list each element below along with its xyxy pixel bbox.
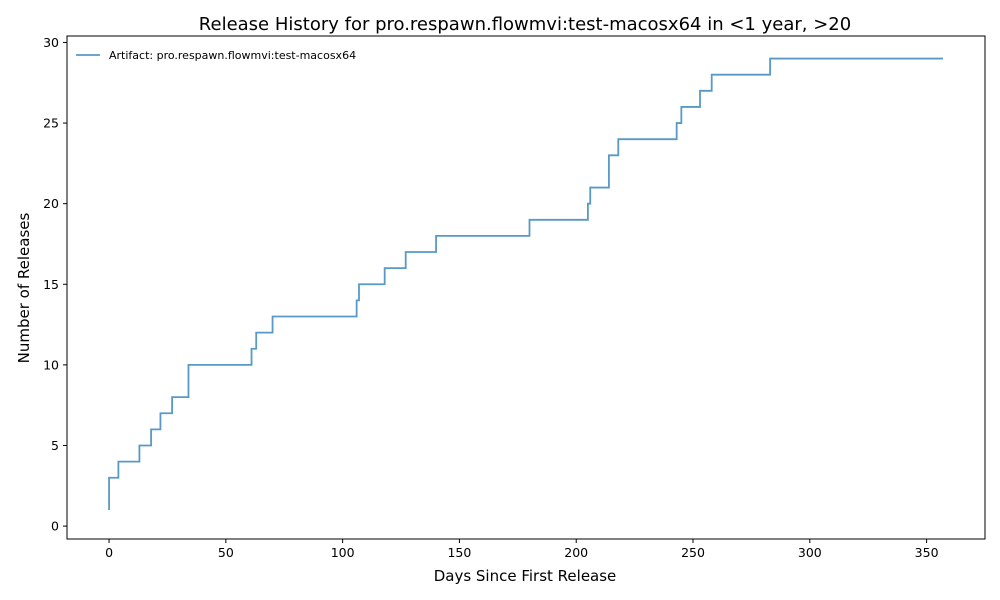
x-tick-label: 150 — [447, 545, 471, 560]
x-tick-label: 300 — [798, 545, 822, 560]
y-axis-label: Number of Releases — [15, 212, 33, 363]
x-tick-label: 200 — [564, 545, 588, 560]
plot-area: 0 50 100 150 200 250 300 350 0 5 10 15 20 25 30 — [43, 35, 986, 560]
y-tick-label: 20 — [43, 196, 59, 211]
legend: Artifact: pro.respawn.flowmvi:test-macos… — [76, 49, 356, 62]
chart-title: Release History for pro.respawn.flowmvi:… — [199, 14, 851, 35]
x-axis-ticks: 0 50 100 150 200 250 300 350 — [105, 539, 939, 560]
legend-label-artifact: Artifact: pro.respawn.flowmvi:test-macos… — [109, 49, 356, 62]
y-tick-label: 25 — [43, 116, 59, 131]
y-tick-label: 0 — [51, 519, 59, 534]
y-tick-label: 10 — [43, 357, 59, 372]
x-axis-label: Days Since First Release — [434, 567, 617, 585]
x-tick-label: 0 — [105, 545, 113, 560]
y-tick-label: 5 — [51, 438, 59, 453]
y-axis-ticks: 0 5 10 15 20 25 30 — [43, 35, 67, 534]
x-tick-label: 100 — [331, 545, 355, 560]
x-tick-label: 50 — [218, 545, 234, 560]
y-tick-label: 30 — [43, 35, 59, 50]
series-layer — [108, 57, 943, 510]
x-tick-label: 350 — [915, 545, 939, 560]
x-tick-label: 250 — [681, 545, 705, 560]
y-tick-label: 15 — [43, 277, 59, 292]
series-line — [108, 57, 943, 510]
plot-frame — [66, 35, 986, 540]
